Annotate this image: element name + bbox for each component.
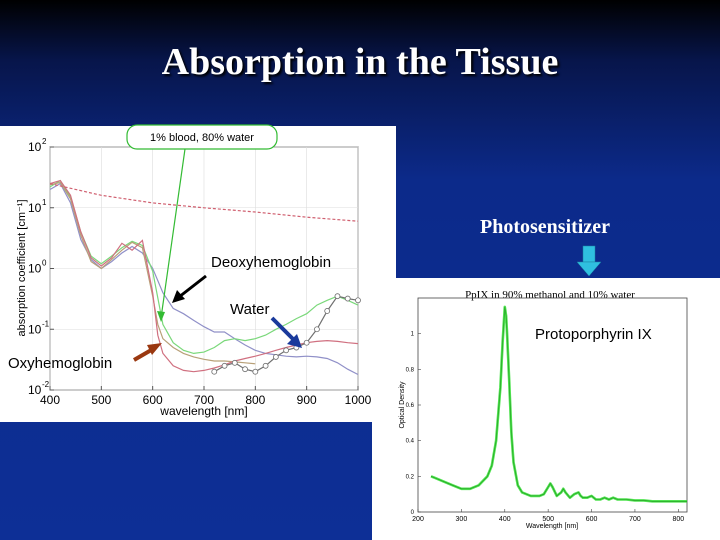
absorption-x-ticks: 400 500 600 700 800 900 1000 xyxy=(40,386,372,407)
absorption-point-water xyxy=(252,368,259,375)
ppix-y-tick-label: 0.2 xyxy=(406,474,415,480)
oxy-annotation: Oxyhemoglobin xyxy=(8,355,112,372)
ppix-x-tick-label: 600 xyxy=(586,516,598,523)
absorption-y-tick-label: 10 xyxy=(28,322,42,336)
ppix-series xyxy=(430,305,687,503)
ppix-x-tick-label: 200 xyxy=(412,516,424,523)
photosensitizer-arrow-shaft xyxy=(582,245,596,263)
absorption-y-tick-label: 10 xyxy=(28,262,42,276)
absorption-y-tick-exponent: 0 xyxy=(42,259,47,268)
ppix-y-tick-label: 0 xyxy=(411,510,415,516)
ppix-series-ppix-core xyxy=(430,306,687,502)
callout-text: 1% blood, 80% water xyxy=(150,132,254,144)
absorption-y-tick-exponent: 2 xyxy=(42,137,47,146)
ppix-y-tick-label: 0.6 xyxy=(406,403,415,409)
absorption-y-label: absorption coefficient [cm⁻¹] xyxy=(16,199,28,336)
absorption-point-water xyxy=(314,326,320,333)
absorption-x-tick-label: 1000 xyxy=(345,393,372,407)
absorption-y-tick-exponent: -1 xyxy=(42,319,50,328)
water-arrow-head xyxy=(287,334,302,348)
absorption-chart-panel xyxy=(0,126,396,422)
absorption-x-tick-label: 700 xyxy=(194,393,214,407)
deoxy-arrow xyxy=(178,274,207,299)
absorption-point-water xyxy=(283,347,290,354)
absorption-y-tick-label: 10 xyxy=(28,201,42,215)
ppix-x-tick-label: 800 xyxy=(672,516,684,523)
absorption-series xyxy=(49,179,361,376)
photosensitizer-label: Photosensitizer xyxy=(480,216,610,238)
absorption-point-water xyxy=(272,354,279,360)
absorption-series-green xyxy=(49,179,359,355)
absorption-y-tick-exponent: 1 xyxy=(42,198,47,207)
ppix-x-tick-label: 300 xyxy=(456,516,468,523)
absorption-point-water xyxy=(231,359,238,366)
callout-pointer xyxy=(160,148,186,319)
absorption-x-tick-label: 600 xyxy=(143,393,163,407)
absorption-series-scatter xyxy=(49,183,359,222)
absorption-point-water xyxy=(242,366,248,373)
absorption-point-water xyxy=(303,339,310,346)
ppix-chart-title: PpIX in 90% methanol and 10% water xyxy=(465,289,635,301)
ppix-y-ticks: 0 0.2 0.4 0.6 0.8 1 xyxy=(406,332,421,516)
ppix-chart: PpIX in 90% methanol and 10% water 200 30… xyxy=(399,289,688,530)
ppix-x-tick-label: 700 xyxy=(629,516,641,523)
water-arrow xyxy=(270,316,296,342)
absorption-point-water xyxy=(262,362,269,369)
ppix-y-tick-label: 0.4 xyxy=(406,439,415,445)
ppix-x-tick-label: 500 xyxy=(542,516,554,523)
absorption-point-water xyxy=(221,362,228,369)
ppix-label: Protoporphyrin IX xyxy=(535,326,652,343)
slide-title: Absorption in the Tissue xyxy=(161,41,559,83)
absorption-x-tick-label: 500 xyxy=(91,393,111,407)
absorption-point-water xyxy=(324,308,331,314)
oxy-arrow-head xyxy=(147,343,162,355)
deoxy-arrow-head xyxy=(172,290,185,303)
ppix-x-label: Wavelength [nm] xyxy=(526,523,578,530)
water-annotation: Water xyxy=(230,301,269,318)
ppix-y-tick-label: 1 xyxy=(411,332,415,338)
absorption-y-tick-label: 10 xyxy=(28,140,42,154)
ppix-y-label: Optical Density xyxy=(399,381,406,429)
absorption-x-label: wavelength [nm] xyxy=(159,404,247,418)
absorption-point-water xyxy=(344,295,351,302)
absorption-point-water xyxy=(334,293,341,300)
absorption-x-tick-label: 900 xyxy=(297,393,317,407)
panel-divider-strip xyxy=(372,420,396,540)
absorption-point-water xyxy=(355,297,361,304)
photosensitizer-arrow-head xyxy=(576,261,602,277)
ppix-x-ticks: 200 300 400 500 600 700 800 xyxy=(412,509,684,523)
absorption-point-water xyxy=(211,368,218,375)
callout-box xyxy=(126,124,278,150)
absorption-x-tick-label: 800 xyxy=(245,393,265,407)
ppix-x-tick-label: 400 xyxy=(499,516,511,523)
absorption-x-tick-label: 400 xyxy=(40,393,60,407)
absorption-y-tick-exponent: -2 xyxy=(42,380,50,389)
ppix-y-tick-label: 0.8 xyxy=(406,367,415,373)
callout-pointer-head xyxy=(157,311,165,322)
deoxy-annotation: Deoxyhemoglobin xyxy=(211,254,331,271)
absorption-y-tick-label: 10 xyxy=(28,383,42,397)
oxy-arrow xyxy=(132,347,155,362)
